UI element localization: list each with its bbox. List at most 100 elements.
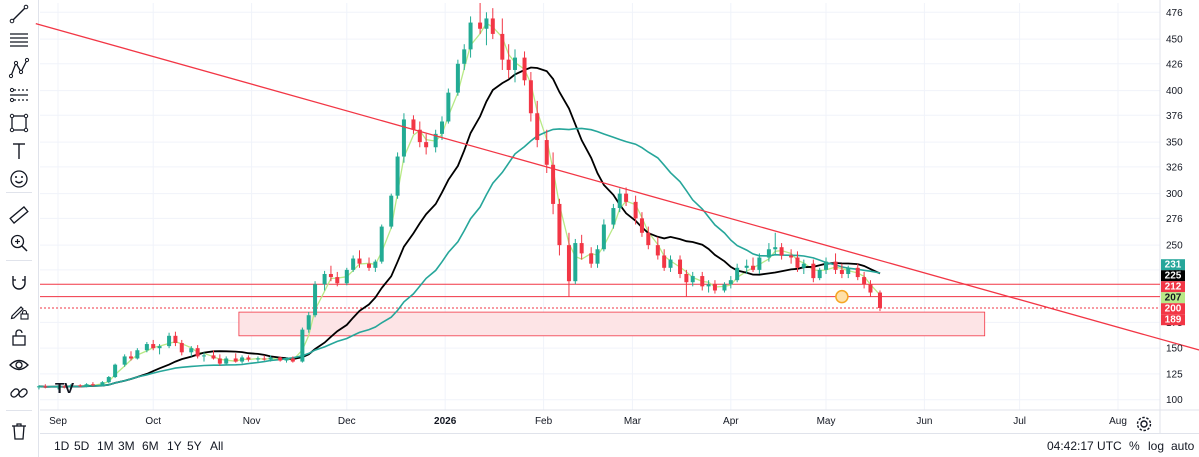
candle-body <box>779 247 784 256</box>
candle-body <box>389 195 394 227</box>
price-tag <box>1161 270 1185 282</box>
price-axis[interactable]: 1001251501752002262502763003263503764004… <box>1166 8 1183 406</box>
candle-body <box>557 203 562 246</box>
candle-body <box>684 273 689 283</box>
pattern-icon[interactable] <box>6 55 32 81</box>
candle-body <box>290 358 295 362</box>
candle-body <box>855 267 860 278</box>
zoom-in-icon[interactable] <box>6 230 32 256</box>
candle-body <box>601 224 606 250</box>
candle-body <box>877 292 882 308</box>
candle-body <box>401 119 406 157</box>
emoji-icon[interactable] <box>6 166 32 192</box>
timeframe-1d[interactable]: 1D <box>54 439 70 453</box>
toolbar-separator <box>6 410 32 411</box>
time-tick-label: Jul <box>1013 416 1026 427</box>
utc-clock: 04:42:17 UTC <box>1047 439 1122 453</box>
time-axis[interactable]: Sep Oct Nov Dec 2026 Feb Mar Apr May Jun Jul Aug <box>49 416 1127 427</box>
candle-body <box>433 133 438 148</box>
lock-icon[interactable] <box>6 324 32 350</box>
candle-body <box>246 357 251 360</box>
candle-body <box>513 57 518 70</box>
time-tick-label: 2026 <box>434 416 457 427</box>
candle-body <box>611 208 616 225</box>
support-zone-layer <box>238 311 986 337</box>
candle-body <box>712 284 717 291</box>
logo-layer: TV <box>55 380 74 397</box>
candle-body <box>506 59 511 70</box>
candle-body <box>278 357 283 361</box>
candle-body <box>417 129 422 143</box>
projection-icon[interactable] <box>6 82 32 108</box>
settings-icon[interactable] <box>1135 415 1153 433</box>
candle-body <box>122 356 127 365</box>
candle-body <box>135 350 140 359</box>
ruler-icon[interactable] <box>6 202 32 228</box>
candle-body <box>639 218 644 233</box>
price-tick-label: 276 <box>1166 214 1183 225</box>
candle-body <box>728 280 733 285</box>
candle-body <box>322 273 327 285</box>
candle-body <box>211 355 216 359</box>
candle-body <box>446 92 451 122</box>
candle-body <box>262 358 267 360</box>
candle-body <box>490 18 495 34</box>
candle-body <box>240 357 245 362</box>
candle-body <box>189 348 194 353</box>
timeframe-3m[interactable]: 3M <box>118 439 135 453</box>
candle-body <box>662 255 667 268</box>
price-tick-label: 476 <box>1166 8 1183 19</box>
price-tag-label: 200 <box>1165 304 1182 315</box>
candle-body <box>811 263 816 279</box>
horizontal-lines <box>40 283 1160 309</box>
candle-body <box>833 261 838 270</box>
price-tick-label: 100 <box>1166 395 1183 406</box>
candle-body <box>862 277 867 285</box>
time-tick-label: Nov <box>243 416 261 427</box>
timeframe-5y[interactable]: 5Y <box>187 439 202 453</box>
auto-scale-button[interactable]: auto <box>1171 439 1195 453</box>
candle-body <box>579 243 584 254</box>
fib-lines-icon[interactable] <box>6 27 32 53</box>
magnet-icon[interactable] <box>6 270 32 296</box>
rectangle-icon[interactable] <box>6 110 32 136</box>
candle-body <box>868 284 873 293</box>
trash-icon[interactable] <box>6 418 32 444</box>
price-tag <box>1161 259 1185 271</box>
candle-body <box>411 119 416 130</box>
time-tick-label: Apr <box>723 416 739 427</box>
candle-body <box>255 358 260 360</box>
candle-body <box>462 49 467 64</box>
timeframe-1m[interactable]: 1M <box>97 439 114 453</box>
candle-body <box>306 315 311 330</box>
price-tag <box>1161 303 1185 315</box>
timeframe-6m[interactable]: 6M <box>142 439 159 453</box>
link-icon[interactable] <box>6 380 32 406</box>
candles <box>36 3 882 390</box>
pencil-lock-icon[interactable] <box>6 298 32 324</box>
price-tick-label: 250 <box>1166 241 1183 252</box>
candle-body <box>668 259 673 268</box>
timeframe-1y[interactable]: 1Y <box>167 439 182 453</box>
candle-body <box>706 284 711 287</box>
candle-body <box>566 245 571 282</box>
log-scale-button[interactable]: log <box>1148 439 1165 453</box>
text-tool-icon[interactable] <box>6 138 32 164</box>
candle-body <box>224 358 229 364</box>
price-marker <box>835 289 849 304</box>
candle-body <box>100 382 105 386</box>
timeframe-5d[interactable]: 5D <box>74 439 90 453</box>
candle-body <box>839 269 844 274</box>
candle-body <box>128 356 133 359</box>
candle-body <box>328 273 333 278</box>
trendline-icon[interactable] <box>6 1 32 27</box>
percent-scale-button[interactable]: % <box>1129 439 1140 453</box>
timeframe-all[interactable]: All <box>210 439 224 453</box>
eye-icon[interactable] <box>6 352 32 378</box>
candle-body <box>284 358 289 361</box>
time-tick-label: Aug <box>1109 416 1127 427</box>
trendline-layer <box>35 22 1199 351</box>
candle-body <box>179 343 184 353</box>
